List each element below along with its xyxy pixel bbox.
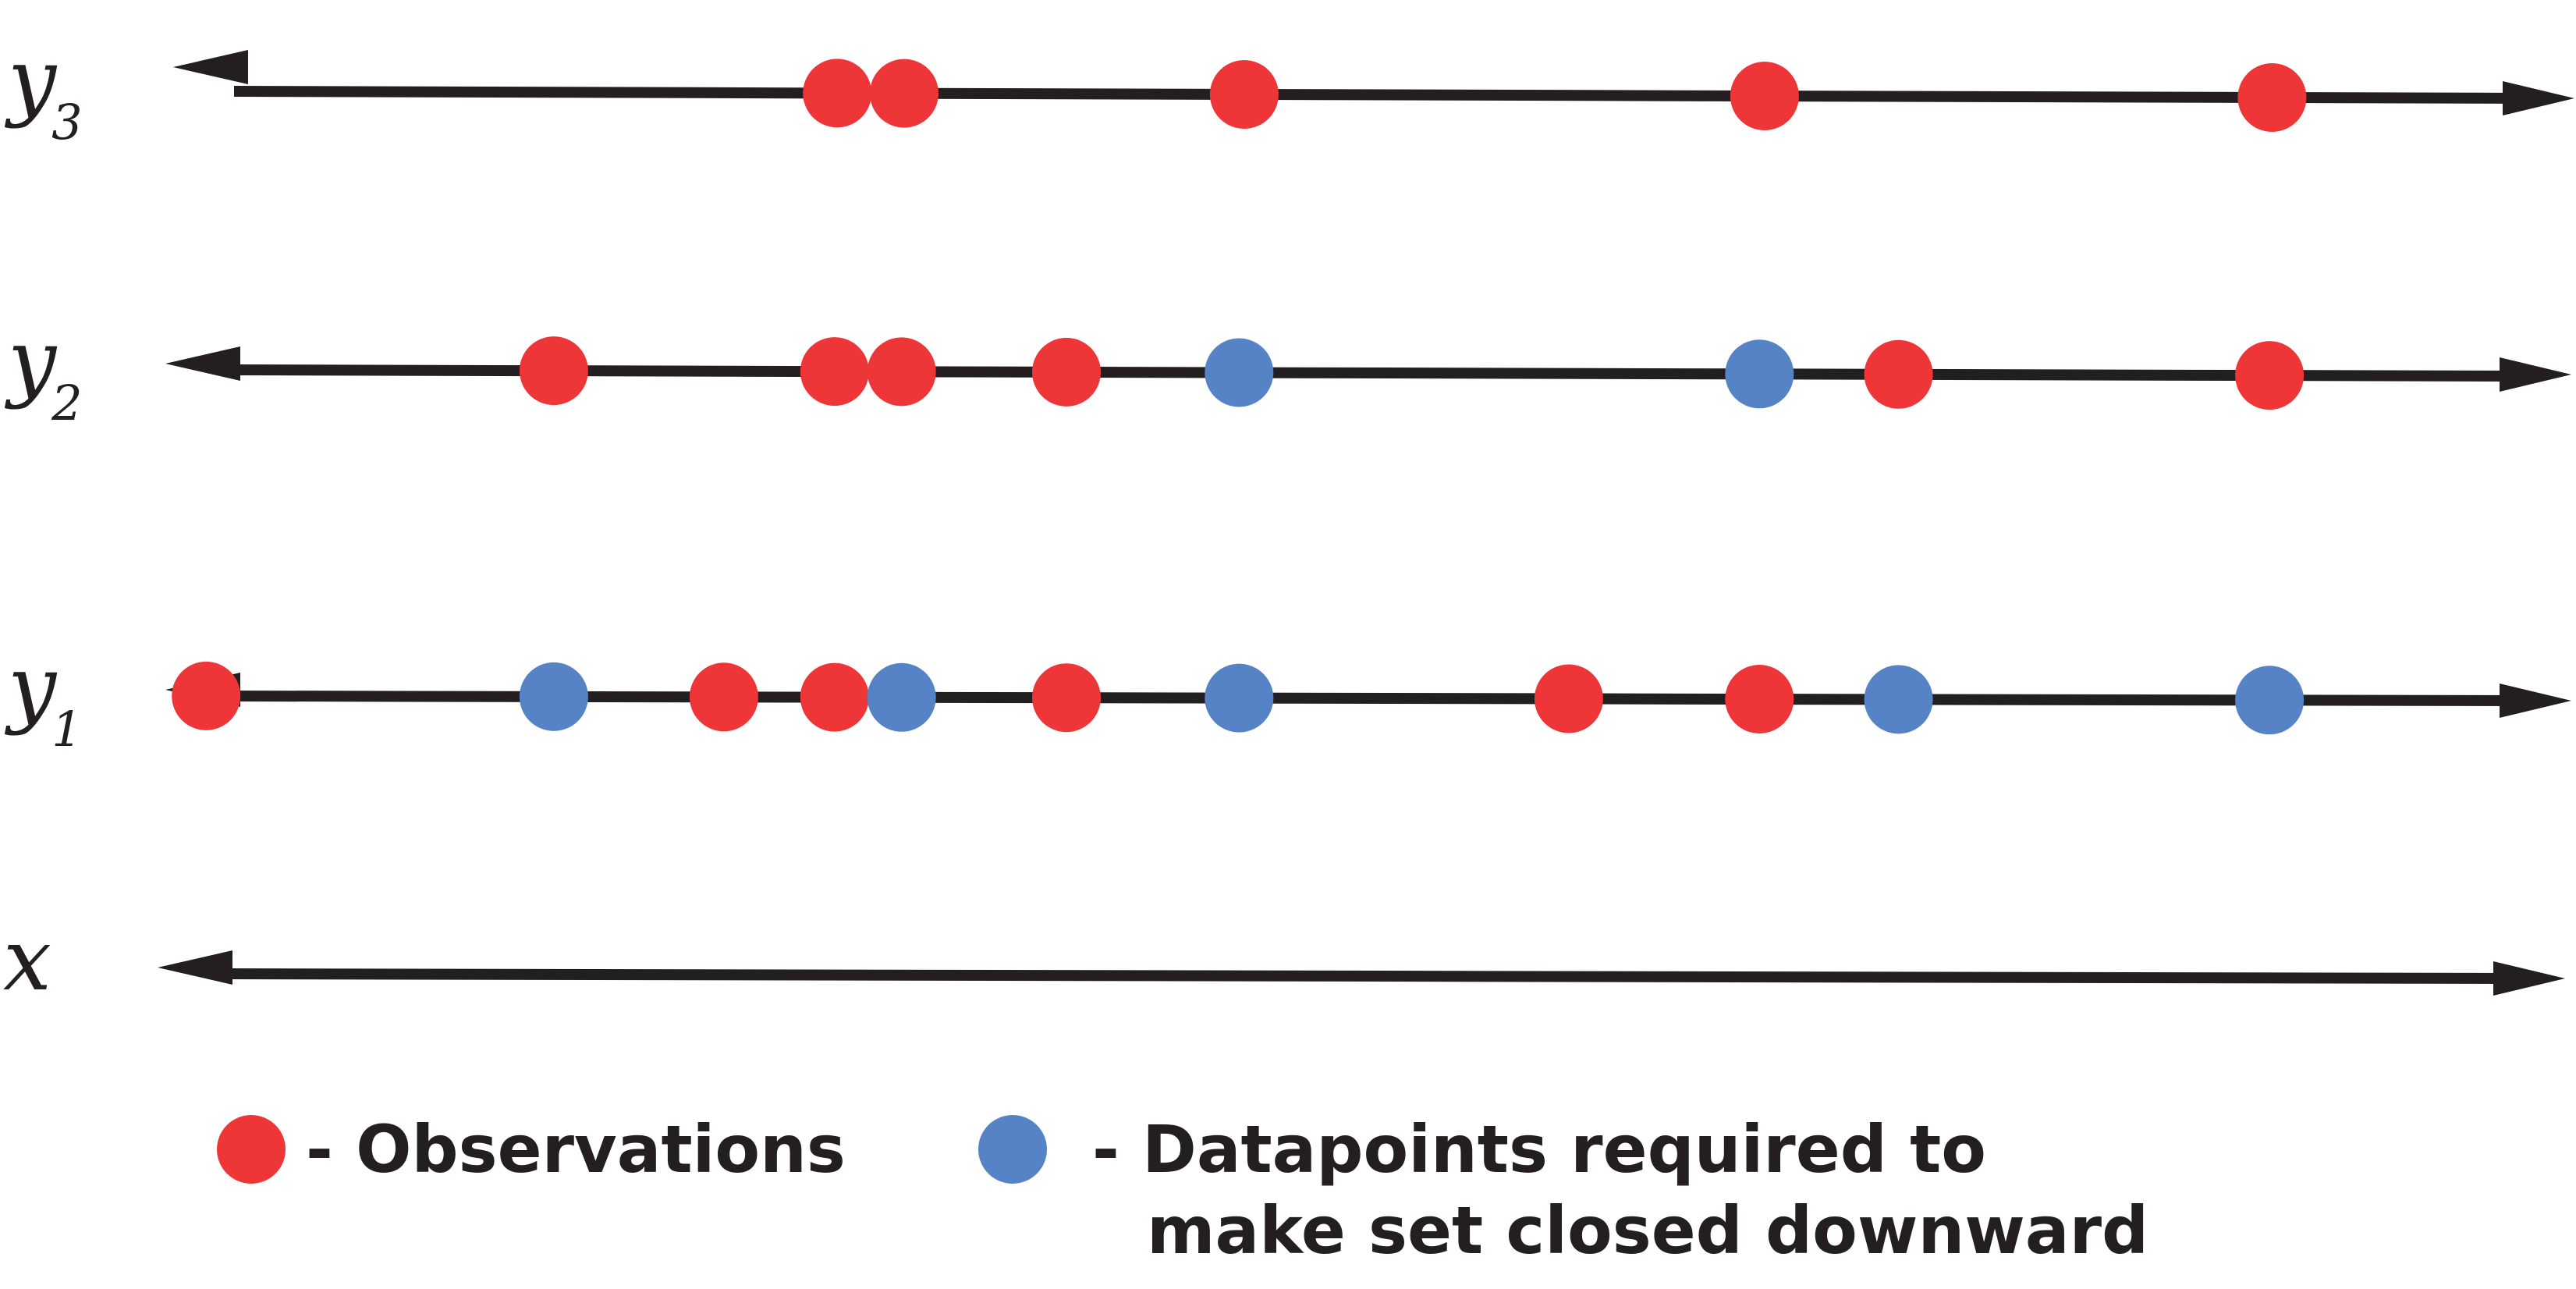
axis-y2-observation-point-8 xyxy=(2235,341,2305,410)
axis-y1-required-point-5 xyxy=(867,662,936,732)
axis-y2-required-point-5 xyxy=(1205,338,1274,407)
legend-required-label-line1: - Datapoints required to xyxy=(1092,1111,1986,1188)
axis-y3-observation-point-3 xyxy=(1209,60,1279,129)
axis-y2-arrow-right xyxy=(2500,357,2571,392)
axis-x-label: x xyxy=(3,910,51,1010)
axis-y1: y1 xyxy=(4,637,2571,758)
axis-y1-observation-point-4 xyxy=(800,662,869,732)
axis-y1-observation-point-1 xyxy=(172,661,241,730)
axis-y1-observation-point-9 xyxy=(1725,665,1794,733)
axis-y1-points xyxy=(172,661,2305,735)
axis-y3: y3 xyxy=(4,30,2574,151)
axis-y3-observation-point-4 xyxy=(1730,62,1799,130)
axis-x-arrow-left xyxy=(158,950,232,985)
axis-x-line xyxy=(218,968,2513,984)
axis-y1-observation-point-8 xyxy=(1534,664,1603,733)
axis-y3-label-sub: 3 xyxy=(51,94,82,151)
axis-y3-observation-point-1 xyxy=(803,59,872,128)
axis-y2-observation-point-4 xyxy=(1032,337,1101,407)
axis-y2-required-point-6 xyxy=(1725,339,1794,409)
axis-y2-observation-point-2 xyxy=(800,337,869,407)
legend-observation-label: - Observations xyxy=(306,1111,846,1188)
axis-y2-line xyxy=(225,364,2521,382)
legend-required-label-line2: make set closed downward xyxy=(1147,1192,2148,1269)
axis-y1-required-point-10 xyxy=(1864,665,1933,734)
axis-x: x xyxy=(3,910,2565,1010)
axis-y2-label-sub: 2 xyxy=(51,375,82,431)
axis-y1-required-point-7 xyxy=(1205,663,1274,733)
axis-y3-label: y3 xyxy=(4,30,83,151)
axis-y3-points xyxy=(803,59,2307,132)
axis-y3-arrow-left xyxy=(173,50,248,84)
axis-y2-points xyxy=(519,336,2305,410)
axis-y3-observation-point-5 xyxy=(2237,63,2307,132)
axis-y3-arrow-right xyxy=(2503,81,2574,115)
axis-y2-observation-point-3 xyxy=(867,337,936,407)
axis-y1-observation-point-3 xyxy=(689,662,758,732)
axis-y2-arrow-left xyxy=(165,346,240,381)
axis-y1-label: y1 xyxy=(4,637,83,758)
axis-y2-label: y2 xyxy=(4,311,83,431)
axis-y2-observation-point-7 xyxy=(1864,339,1933,409)
legend-observation-swatch xyxy=(217,1115,286,1184)
axis-y1-required-point-2 xyxy=(519,662,588,731)
axis-y2-observation-point-1 xyxy=(519,336,588,406)
axis-y1-arrow-right xyxy=(2500,684,2571,718)
axis-x-arrow-right xyxy=(2493,961,2565,996)
legend-required-swatch xyxy=(978,1115,1047,1184)
axis-y1-required-point-11 xyxy=(2235,666,2305,735)
axis-y1-observation-point-6 xyxy=(1032,663,1101,733)
axis-y3-observation-point-2 xyxy=(870,59,939,128)
legend: - Observations - Datapoints required to … xyxy=(217,1111,2148,1269)
axis-y1-label-sub: 1 xyxy=(51,701,82,758)
axis-y2: y2 xyxy=(4,311,2571,431)
axis-y3-line xyxy=(233,86,2528,104)
axis-y1-line xyxy=(225,691,2521,706)
